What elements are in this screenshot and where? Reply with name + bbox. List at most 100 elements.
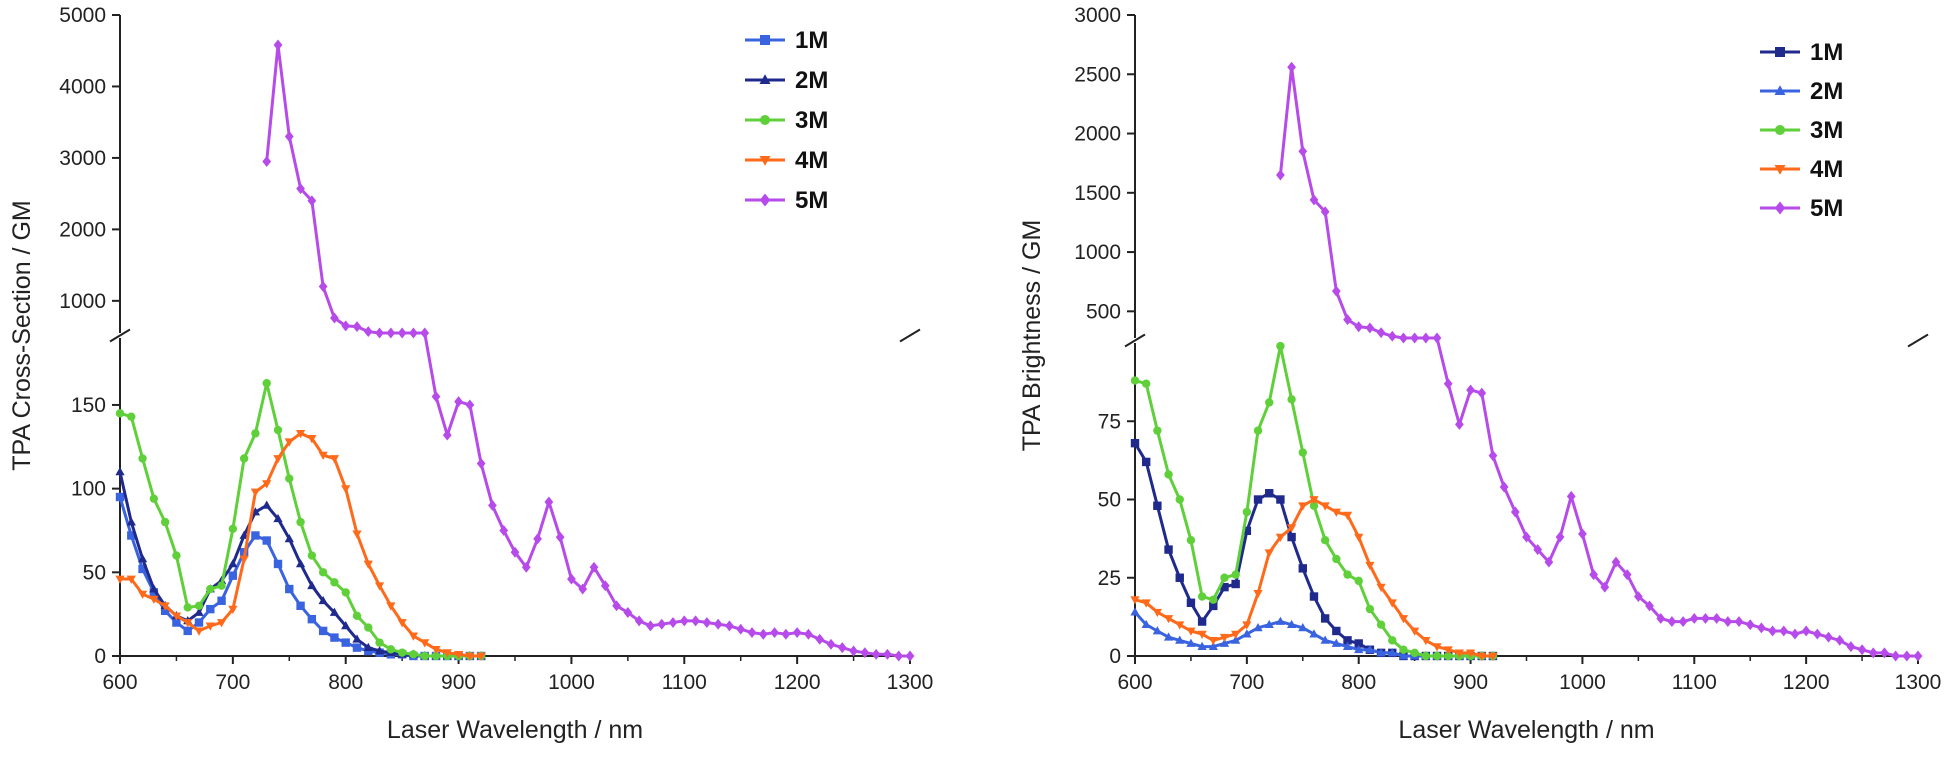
data-point (1421, 332, 1431, 344)
data-point (1342, 641, 1353, 650)
data-point (420, 639, 430, 648)
data-point (1331, 638, 1341, 647)
data-point (1388, 636, 1397, 645)
data-point (849, 645, 858, 657)
data-point (1242, 621, 1252, 630)
data-point (1343, 570, 1352, 579)
data-point (285, 474, 294, 483)
y-tick-label: 1000 (1074, 241, 1121, 264)
x-tick-label: 1100 (662, 671, 707, 694)
data-point (488, 499, 497, 511)
data-point (172, 551, 181, 560)
data-point (1197, 617, 1207, 626)
data-point (307, 435, 317, 444)
data-point (826, 638, 836, 650)
legend-item: 2M (1760, 78, 1843, 105)
data-point (589, 561, 599, 573)
data-point (397, 619, 407, 628)
data-point (1231, 630, 1241, 639)
series-4M (115, 430, 486, 661)
data-point (375, 327, 384, 339)
data-point (296, 183, 305, 195)
data-point (228, 559, 238, 568)
data-point (758, 628, 768, 640)
data-point (127, 412, 136, 421)
data-point (330, 312, 339, 324)
data-point (115, 575, 125, 584)
data-point (1477, 387, 1487, 399)
data-point (341, 621, 351, 630)
data-point (1287, 532, 1296, 542)
data-point (364, 623, 373, 632)
data-point (1141, 379, 1151, 388)
data-point (363, 642, 373, 651)
data-point (837, 642, 847, 654)
legend-swatch-marker (1775, 47, 1785, 57)
y-tick-label: 3000 (59, 147, 106, 170)
data-point (1387, 330, 1397, 342)
data-point (1231, 570, 1240, 579)
data-point (1343, 636, 1352, 645)
data-point (1801, 625, 1811, 637)
data-point (307, 580, 317, 590)
data-point (1197, 641, 1207, 650)
data-point (352, 611, 362, 621)
data-point (1365, 644, 1375, 654)
data-point (172, 618, 181, 627)
data-point (1208, 636, 1218, 646)
data-point (1600, 581, 1610, 593)
data-point (1510, 506, 1520, 518)
y-tick-label: 2000 (1074, 123, 1121, 146)
x-tick-label: 600 (102, 671, 137, 694)
data-point (871, 648, 881, 660)
y-tick-label: 2500 (1074, 63, 1121, 86)
data-point (1320, 535, 1330, 545)
legend-item: 4M (1760, 156, 1843, 183)
data-point (679, 615, 689, 627)
data-point (1130, 607, 1140, 616)
data-point (1868, 647, 1878, 659)
y-tick-label: 0 (1109, 645, 1121, 668)
data-point (1365, 322, 1375, 334)
data-point (1175, 495, 1184, 504)
data-point (1533, 544, 1543, 556)
data-point (1723, 616, 1733, 628)
data-point (183, 626, 192, 636)
data-point (1779, 625, 1789, 637)
data-point (1812, 628, 1822, 640)
x-tick-label: 700 (215, 671, 250, 694)
data-point (183, 603, 192, 612)
legend-label: 4M (1810, 156, 1843, 183)
data-point (1242, 526, 1252, 535)
data-point (1365, 561, 1375, 571)
data-point (1790, 628, 1800, 640)
data-point (1209, 601, 1218, 611)
data-point (1219, 638, 1230, 647)
data-point (1745, 619, 1755, 631)
data-point (1645, 600, 1654, 612)
data-point (386, 327, 396, 339)
data-point (612, 600, 621, 612)
data-point (1398, 651, 1409, 660)
data-point (431, 651, 441, 661)
legend-label: 3M (795, 107, 828, 134)
data-point (1253, 426, 1263, 435)
data-point (318, 281, 328, 293)
legend-swatch-marker (760, 115, 770, 125)
data-point (476, 652, 486, 661)
data-point (386, 602, 396, 611)
data-point (137, 554, 148, 563)
data-point (206, 604, 215, 614)
legend-label: 1M (795, 27, 828, 54)
axis-break-left (1124, 333, 1146, 348)
legend-swatch-marker (760, 35, 770, 45)
data-point (284, 131, 294, 142)
data-point (1287, 61, 1296, 73)
data-point (1152, 626, 1162, 635)
data-point (1208, 641, 1218, 650)
x-tick-label: 1000 (548, 671, 595, 694)
data-point (1197, 592, 1207, 601)
data-point (1477, 652, 1487, 661)
data-point (409, 327, 418, 339)
y-tick-label: 100 (71, 478, 106, 501)
